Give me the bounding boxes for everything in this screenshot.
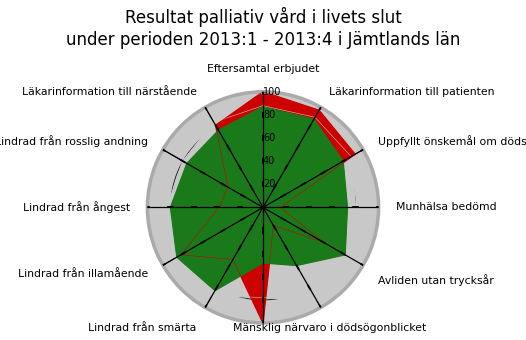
Text: Läkarinformation till patienten: Läkarinformation till patienten [329,87,495,97]
Text: Avliden utan trycksår: Avliden utan trycksår [378,274,494,286]
Text: Lindrad från illamående: Lindrad från illamående [17,269,148,279]
Text: Lindrad från ångest: Lindrad från ångest [23,201,130,214]
Text: 40: 40 [263,156,275,166]
Text: Eftersamtal erbjudet: Eftersamtal erbjudet [207,65,319,74]
Text: 80: 80 [263,110,275,120]
Text: 60: 60 [263,133,275,143]
Text: Lindrad från smärta: Lindrad från smärta [88,323,197,333]
Text: Läkarinformation till närstående: Läkarinformation till närstående [22,87,197,97]
Text: Lindrad från rosslig andning: Lindrad från rosslig andning [0,135,148,147]
Polygon shape [170,107,347,290]
Text: Munhälsa bedömd: Munhälsa bedömd [396,202,497,212]
Text: Mänsklig närvaro i dödsögonblicket: Mänsklig närvaro i dödsögonblicket [233,323,426,333]
Text: 20: 20 [263,179,276,189]
Polygon shape [147,92,379,323]
Polygon shape [181,92,355,323]
Text: Resultat palliativ vård i livets slut
under perioden 2013:1 - 2013:4 i Jämtlands: Resultat palliativ vård i livets slut un… [66,7,460,49]
Polygon shape [167,106,361,301]
Text: 100: 100 [263,87,281,97]
Text: Uppfyllt önskemål om dödsplats: Uppfyllt önskemål om dödsplats [378,135,526,147]
